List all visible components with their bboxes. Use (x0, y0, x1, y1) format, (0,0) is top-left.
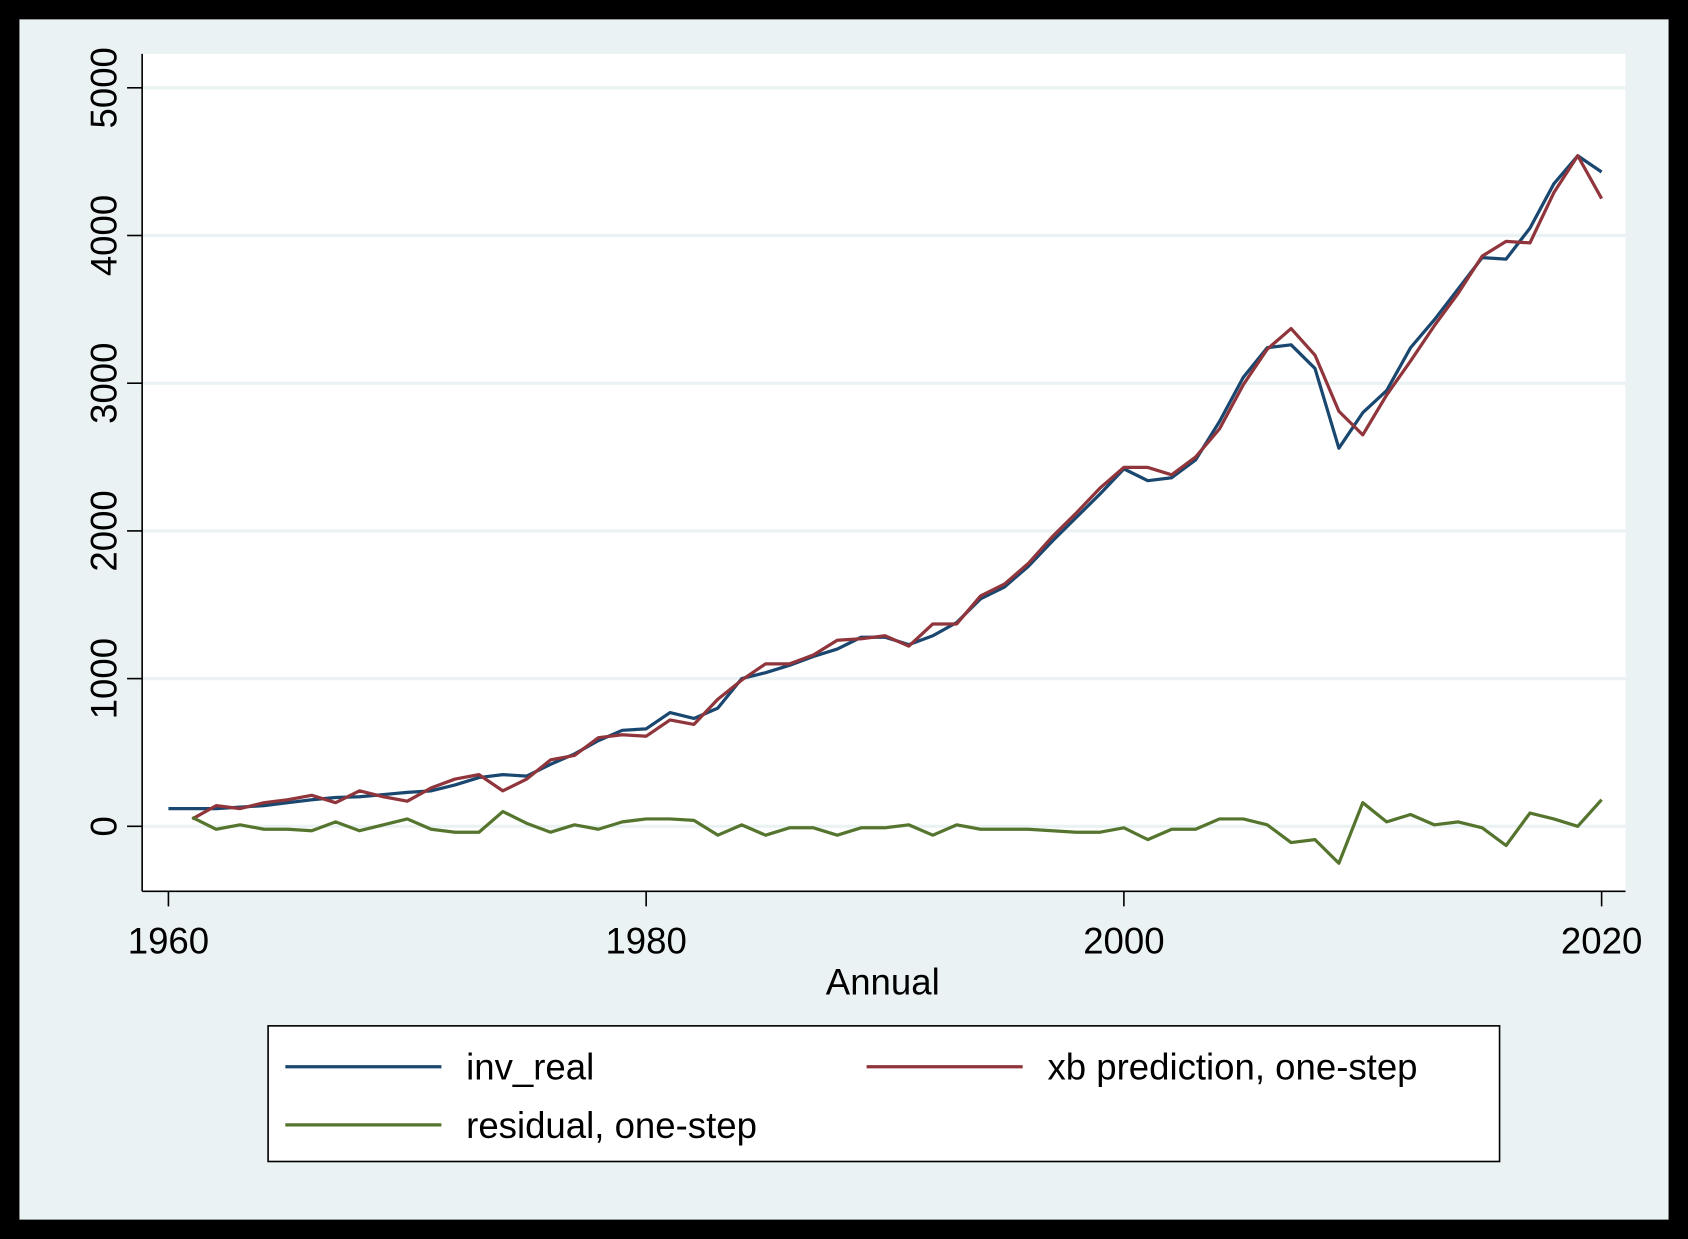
legend-label: residual, one-step (466, 1105, 757, 1146)
legend-label: xb prediction, one-step (1047, 1047, 1417, 1088)
series-line (191, 154, 1604, 821)
x-tick-label: 2020 (1561, 921, 1642, 962)
y-tick-label: 4000 (83, 195, 124, 276)
y-tick-label: 2000 (83, 490, 124, 571)
x-tick-label: 1980 (605, 921, 686, 962)
series-line (191, 798, 1603, 865)
legend-label: inv_real (466, 1047, 594, 1088)
axes: 0 1000 2000 3000 4000 5000 1960 1980 2000 2020 (83, 47, 1642, 962)
y-tick-label: 1000 (83, 638, 124, 719)
legend-entries: inv_real xb prediction, one-step residual,… (285, 1047, 1418, 1146)
y-tick-label: 0 (83, 816, 124, 836)
lines (168, 154, 1604, 865)
y-tick-label: 5000 (83, 47, 124, 128)
x-tick-label: 1960 (128, 921, 209, 962)
x-axis-title: Annual (826, 962, 940, 1003)
legend (267, 1025, 1501, 1163)
y-tick-label: 3000 (83, 343, 124, 424)
x-tick-label: 2000 (1083, 921, 1164, 962)
plot-region (142, 53, 1626, 892)
